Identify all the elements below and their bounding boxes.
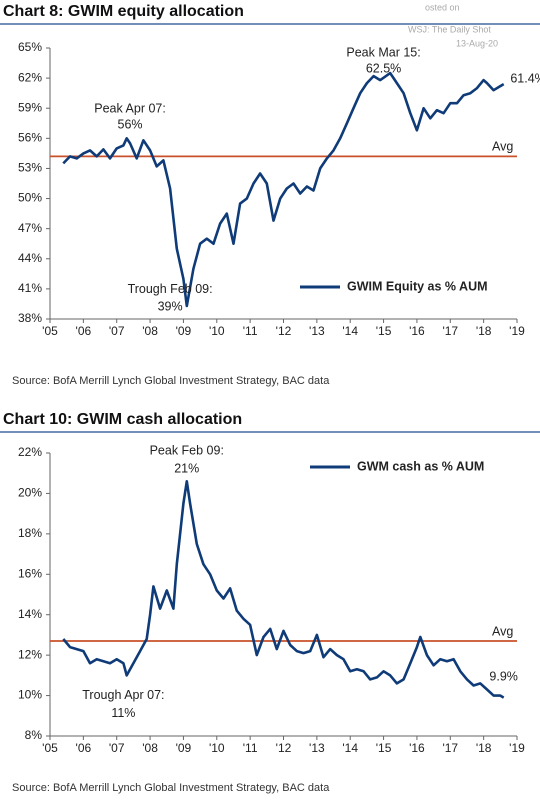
watermark: 13-Aug-20 <box>456 38 498 48</box>
y-tick-label: 41% <box>18 281 42 295</box>
annotation: Peak Mar 15: <box>346 45 420 59</box>
x-tick-label: '07 <box>109 324 125 338</box>
x-tick-label: '15 <box>376 324 392 338</box>
legend-label: GWIM Equity as % AUM <box>347 279 488 293</box>
x-tick-label: '17 <box>442 741 458 755</box>
y-tick-label: 12% <box>18 647 42 661</box>
y-tick-label: 14% <box>18 607 42 621</box>
x-tick-label: '18 <box>476 741 492 755</box>
x-tick-label: '13 <box>309 741 325 755</box>
y-tick-label: 62% <box>18 70 42 84</box>
annotation: 62.5% <box>366 61 401 75</box>
x-tick-label: '11 <box>243 741 258 755</box>
y-tick-label: 56% <box>18 131 42 145</box>
y-tick-label: 44% <box>18 251 42 265</box>
x-tick-label: '16 <box>409 741 425 755</box>
x-tick-label: '10 <box>209 741 225 755</box>
x-tick-label: '05 <box>42 741 58 755</box>
x-tick-label: '06 <box>76 324 92 338</box>
y-tick-label: 59% <box>18 100 42 114</box>
x-tick-label: '09 <box>176 324 192 338</box>
y-tick-label: 38% <box>18 311 42 325</box>
y-tick-label: 47% <box>18 221 42 235</box>
legend-label: GWM cash as % AUM <box>357 459 484 473</box>
data-line <box>62 480 505 699</box>
y-tick-label: 16% <box>18 566 42 580</box>
y-tick-label: 8% <box>25 728 43 742</box>
chart-title: Chart 8: GWIM equity allocation <box>3 3 244 20</box>
x-tick-label: '14 <box>342 741 358 755</box>
source: Source: BofA Merrill Lynch Global Invest… <box>12 782 330 794</box>
x-tick-label: '12 <box>276 324 292 338</box>
y-tick-label: 50% <box>18 191 42 205</box>
x-tick-label: '06 <box>76 741 92 755</box>
x-tick-label: '11 <box>243 324 258 338</box>
y-tick-label: 65% <box>18 40 42 54</box>
annotation: Trough Apr 07: <box>82 688 164 702</box>
annotation: 56% <box>118 118 143 132</box>
x-tick-label: '19 <box>509 741 525 755</box>
watermark: WSJ: The Daily Shot <box>408 24 491 34</box>
y-tick-label: 18% <box>18 526 42 540</box>
y-tick-label: 10% <box>18 688 42 702</box>
y-tick-label: 20% <box>18 486 42 500</box>
annotation: 21% <box>174 461 199 475</box>
annotation: 39% <box>158 299 183 313</box>
x-tick-label: '15 <box>376 741 392 755</box>
x-tick-label: '14 <box>342 324 358 338</box>
annotation: Trough Feb 09: <box>128 282 213 296</box>
data-line <box>62 71 505 308</box>
source: Source: BofA Merrill Lynch Global Invest… <box>12 375 330 387</box>
chart-title: Chart 10: GWIM cash allocation <box>3 411 242 428</box>
annotation: 11% <box>111 706 135 720</box>
x-tick-label: '12 <box>276 741 292 755</box>
annotation: Peak Apr 07: <box>94 102 166 116</box>
annotation: 61.4% <box>510 71 540 85</box>
x-tick-label: '08 <box>142 324 158 338</box>
x-tick-label: '16 <box>409 324 425 338</box>
x-tick-label: '08 <box>142 741 158 755</box>
x-tick-label: '18 <box>476 324 492 338</box>
y-tick-label: 53% <box>18 161 42 175</box>
x-tick-label: '07 <box>109 741 125 755</box>
avg-label: Avg <box>492 624 513 638</box>
x-tick-label: '09 <box>176 741 192 755</box>
watermark: osted on <box>425 2 460 12</box>
annotation: 9.9% <box>489 670 518 684</box>
x-tick-label: '13 <box>309 324 325 338</box>
y-tick-label: 22% <box>18 445 42 459</box>
x-tick-label: '19 <box>509 324 525 338</box>
x-tick-label: '10 <box>209 324 225 338</box>
avg-label: Avg <box>492 140 513 154</box>
annotation: Peak Feb 09: <box>150 443 224 457</box>
x-tick-label: '05 <box>42 324 58 338</box>
x-tick-label: '17 <box>442 324 458 338</box>
